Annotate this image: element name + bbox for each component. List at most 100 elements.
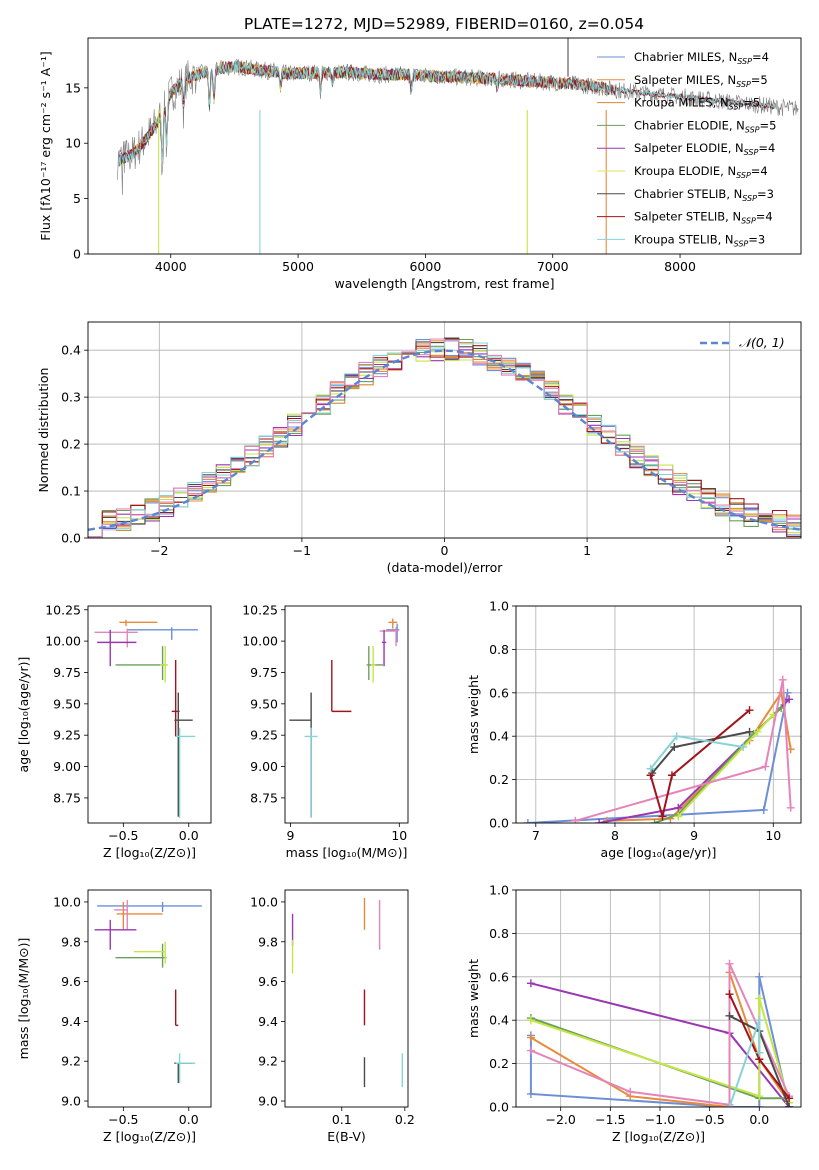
y-tick-label: 9.25 — [53, 728, 81, 743]
y-tick-label: 1.0 — [489, 883, 509, 898]
weight-marker — [759, 805, 768, 814]
y-tick-label: 8.75 — [53, 790, 81, 805]
y-tick-label: 0.6 — [489, 685, 509, 700]
y-tick-label: 10.25 — [45, 602, 81, 617]
weight-marker — [626, 1087, 635, 1096]
y-tick-label: 0.1 — [61, 484, 81, 499]
panel-weight_vs_Z: −2.0 −1.5 −1.0 −0.5 0.0 0.0 0.2 0.4 0.6 0.8 1.0 Z [… — [466, 883, 802, 1144]
grid — [516, 605, 801, 824]
panel-age_vs_mass: 9 10 8.75 9.00 9.25 9.50 9.75 10.00 10.25 mass [l… — [242, 602, 409, 860]
plot-area — [117, 38, 799, 254]
weight-marker — [526, 1089, 535, 1098]
legend-label: Chabrier STELIB, NSSP=3 — [634, 187, 774, 203]
plot-area — [94, 619, 198, 818]
weight-series — [529, 976, 791, 1107]
model-spectrum — [118, 61, 776, 166]
y-tick-label: 9.4 — [258, 1014, 278, 1029]
x-tick-label: 9 — [286, 828, 294, 843]
legend-label: Salpeter STELIB, NSSP=4 — [634, 210, 773, 226]
x-tick-label: 2 — [726, 543, 734, 558]
y-tick-label: 8.75 — [250, 790, 278, 805]
weight-marker — [526, 979, 535, 988]
weight-marker — [523, 819, 532, 823]
x-axis-label: Z [log₁₀(Z/Z⊙)] — [103, 845, 196, 860]
x-tick-label: −0.5 — [108, 828, 138, 843]
y-tick-label: 9.0 — [61, 1094, 81, 1109]
weight-marker — [785, 695, 794, 704]
y-tick-label: 9.00 — [250, 759, 278, 774]
panel-mass_vs_EBV: 0.1 0.2 9.0 9.2 9.4 9.6 9.8 10.0 E(B-V) — [250, 889, 415, 1144]
plot-area — [289, 618, 400, 818]
weight-marker — [658, 812, 667, 821]
weight-marker — [725, 1011, 734, 1020]
y-tick-label: 0.8 — [489, 926, 509, 941]
y-tick-label: 9.50 — [250, 696, 278, 711]
legend-label: Salpeter MILES, NSSP=5 — [634, 73, 768, 89]
y-tick-label: 9.50 — [53, 696, 81, 711]
weight-marker — [672, 732, 681, 741]
x-tick-label: −1 — [293, 543, 311, 558]
x-tick-label: 8000 — [664, 259, 696, 274]
weight-marker — [745, 706, 754, 715]
weight-marker — [755, 1103, 764, 1107]
x-axis-label: mass [log₁₀(M/M⊙)] — [286, 845, 408, 860]
x-tick-label: 6000 — [409, 259, 441, 274]
legend: 𝒩(0, 1) — [700, 335, 785, 350]
legend: Chabrier MILES, NSSP=4 Salpeter MILES, NS… — [597, 50, 776, 248]
weight-marker — [755, 994, 764, 1003]
y-tick-label: 10.00 — [45, 634, 81, 649]
x-axis-label: Z [log₁₀(Z/Z⊙)] — [103, 1129, 196, 1144]
weight-marker — [725, 1103, 734, 1107]
y-tick-label: 0.0 — [489, 816, 509, 831]
x-tick-label: −0.5 — [694, 1112, 724, 1127]
y-tick-label: 0.2 — [489, 1056, 509, 1071]
y-tick-label: 0.6 — [489, 969, 509, 984]
axes-frame — [87, 37, 802, 255]
y-tick-label: 0.4 — [61, 343, 81, 358]
legend-label: Kroupa STELIB, NSSP=3 — [634, 232, 765, 248]
x-tick-label: 8 — [611, 828, 619, 843]
weight-series — [649, 709, 751, 821]
axes-frame — [515, 605, 802, 824]
x-tick-label: 0.0 — [179, 1112, 199, 1127]
weight-marker — [725, 990, 734, 999]
x-axis-label: wavelength [Angstrom, rest frame] — [334, 276, 554, 291]
x-tick-label: 7000 — [537, 259, 569, 274]
y-tick-label: 10.0 — [53, 894, 81, 909]
x-tick-label: −1.0 — [645, 1112, 675, 1127]
weight-marker — [785, 1103, 794, 1107]
x-tick-label: −1.5 — [595, 1112, 625, 1127]
legend-label: Kroupa MILES, NSSP=5 — [634, 96, 760, 112]
x-tick-label: 9 — [690, 828, 698, 843]
y-axis-label: Flux [fλ10⁻¹⁷ erg cm⁻² s⁻¹ A⁻¹] — [38, 51, 53, 240]
weight-series — [649, 735, 744, 770]
legend-label: Kroupa ELODIE, NSSP=4 — [634, 164, 768, 180]
panel-weight_vs_age: 7 8 9 10 0.0 0.2 0.4 0.6 0.8 1.0 age [log₁₀(age/yr… — [466, 599, 802, 860]
y-axis-label: age [log₁₀(age/yr)] — [16, 657, 31, 773]
y-axis-label: Normed distribution — [36, 368, 51, 493]
x-axis-label: (data-model)/error — [387, 560, 504, 575]
weight-marker — [786, 803, 795, 812]
histogram-series — [88, 338, 801, 538]
x-tick-label: 5000 — [282, 259, 314, 274]
weight-marker — [755, 972, 764, 981]
axes-frame — [87, 321, 802, 539]
x-tick-label: 0.1 — [332, 1112, 352, 1127]
weight-marker — [650, 819, 659, 823]
y-tick-label: 0.2 — [61, 437, 81, 452]
plot-area — [88, 337, 801, 538]
x-tick-label: 4000 — [155, 259, 187, 274]
panel-residuals: −2 −1 0 1 2 0.0 0.1 0.2 0.3 0.4 (data-model)/error… — [36, 321, 802, 575]
legend-label: Chabrier ELODIE, NSSP=5 — [634, 118, 776, 134]
weight-marker — [526, 1033, 535, 1042]
weight-series — [575, 679, 792, 822]
y-tick-label: 9.6 — [61, 974, 81, 989]
histogram-series — [88, 339, 801, 538]
y-tick-label: 0.4 — [489, 1013, 509, 1028]
axes-frame — [87, 605, 212, 824]
y-tick-label: 9.75 — [250, 665, 278, 680]
weight-marker — [753, 727, 762, 736]
weight-marker — [778, 675, 787, 684]
